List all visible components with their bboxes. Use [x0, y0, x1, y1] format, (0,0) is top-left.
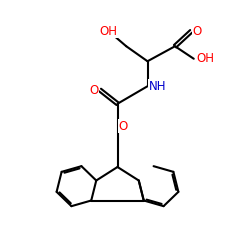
Text: NH: NH — [149, 80, 166, 93]
Text: O: O — [90, 84, 99, 96]
Text: O: O — [192, 25, 202, 38]
Text: OH: OH — [100, 25, 118, 38]
Text: O: O — [119, 120, 128, 133]
Text: OH: OH — [196, 52, 214, 65]
